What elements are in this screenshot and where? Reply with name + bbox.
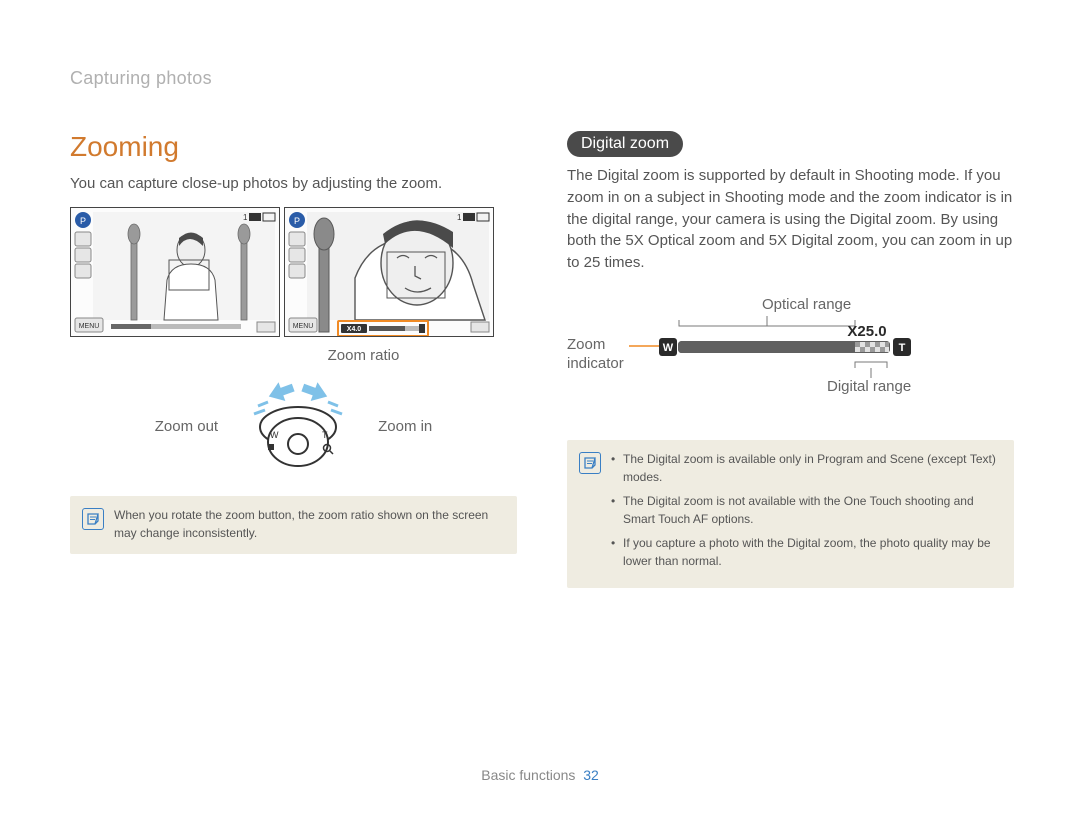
svg-text:P: P <box>80 216 86 226</box>
section-heading: Zooming <box>70 131 517 163</box>
zoom-ratio-label: Zoom ratio <box>210 347 517 364</box>
note-box-right: The Digital zoom is available only in Pr… <box>567 440 1014 588</box>
svg-text:1: 1 <box>243 213 248 222</box>
digital-zoom-pill: Digital zoom <box>567 131 683 157</box>
t-icon: T <box>899 342 906 354</box>
note-item: The Digital zoom is available only in Pr… <box>611 450 1002 486</box>
note-icon <box>579 452 601 474</box>
screenshot-row: P MENU 1 <box>70 207 517 337</box>
svg-text:P: P <box>294 216 300 226</box>
note-box-left: When you rotate the zoom button, the zoo… <box>70 496 517 554</box>
camera-screenshot-zoomed: P MENU 1 <box>284 207 494 337</box>
footer-section: Basic functions <box>481 767 575 783</box>
note-item: The Digital zoom is not available with t… <box>611 492 1002 528</box>
note-icon <box>82 508 104 530</box>
camera-screenshot-wide: P MENU 1 <box>70 207 280 337</box>
menu-label: MENU <box>79 323 100 330</box>
page-footer: Basic functions 32 <box>0 767 1080 783</box>
note-item: If you capture a photo with the Digital … <box>611 534 1002 570</box>
footer-page-number: 32 <box>583 767 599 783</box>
zoom-ratio-highlight: X4.0 <box>337 320 429 337</box>
w-icon: W <box>663 342 674 354</box>
zoom-in-label: Zoom in <box>378 418 432 435</box>
note-list-right: The Digital zoom is available only in Pr… <box>611 450 1002 576</box>
zoom-out-label: Zoom out <box>155 418 218 435</box>
breadcrumb: Capturing photos <box>70 68 1014 89</box>
zoom-dial-row: Zoom out <box>70 382 517 472</box>
svg-text:MENU: MENU <box>293 323 314 330</box>
digital-zoom-body: The Digital zoom is supported by default… <box>567 165 1014 274</box>
svg-text:W: W <box>270 430 279 440</box>
zoom-ratio-value: X4.0 <box>347 326 362 333</box>
right-column: Digital zoom The Digital zoom is support… <box>567 131 1014 588</box>
svg-text:1: 1 <box>457 213 462 222</box>
svg-text:T: T <box>322 430 328 440</box>
note-text-left: When you rotate the zoom button, the zoo… <box>114 506 505 542</box>
intro-text: You can capture close-up photos by adjus… <box>70 173 517 195</box>
zoom-value-label: X25.0 <box>847 323 886 340</box>
zoom-dial-icon: W T <box>238 382 358 472</box>
left-column: Zooming You can capture close-up photos … <box>70 131 517 588</box>
zoom-range-diagram: Optical range Zoom indicator Digital ran… <box>567 296 1014 416</box>
